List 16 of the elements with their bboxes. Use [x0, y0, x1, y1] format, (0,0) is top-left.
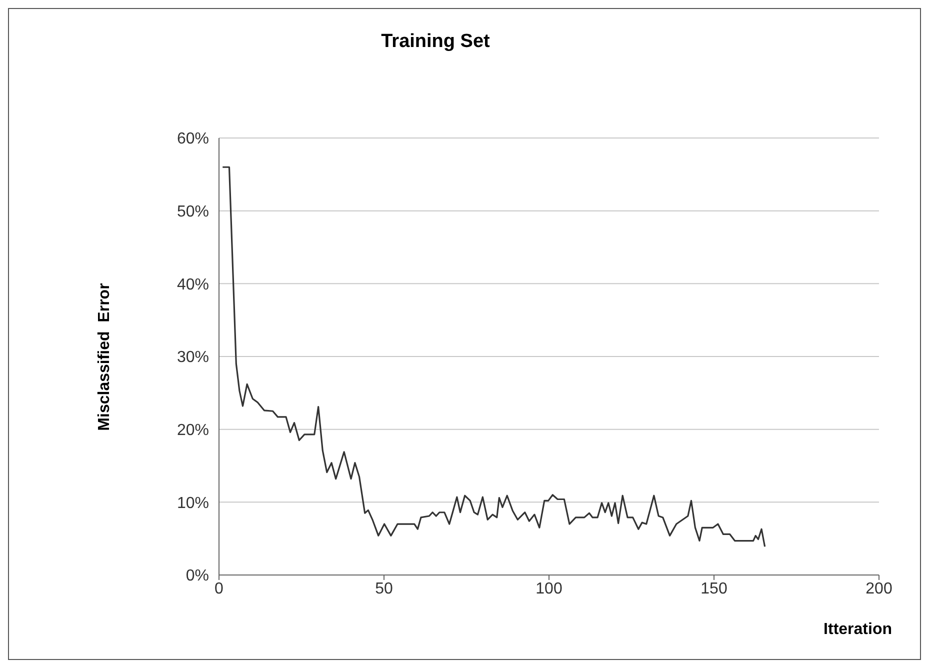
- chart-title: Training Set: [380, 31, 491, 53]
- x-tick-label: 150: [700, 580, 728, 598]
- y-tick-label: 60%: [176, 130, 209, 148]
- x-tick-label: 100: [536, 580, 562, 598]
- x-tick-label: 0: [214, 580, 224, 598]
- y-tick-label: 30%: [176, 349, 209, 366]
- y-tick-label: 0%: [186, 568, 209, 585]
- x-tick-label: 200: [866, 580, 892, 598]
- y-tick-label: 40%: [176, 276, 209, 294]
- y-tick-label: 10%: [176, 494, 209, 512]
- x-tick-label: 50: [375, 580, 393, 598]
- y-axis-title: Misclassified Error: [96, 283, 114, 431]
- y-tick-label: 20%: [176, 422, 209, 440]
- y-tick-label: 50%: [176, 204, 209, 221]
- x-axis-title: Itteration: [824, 621, 892, 639]
- line-series: [222, 166, 766, 548]
